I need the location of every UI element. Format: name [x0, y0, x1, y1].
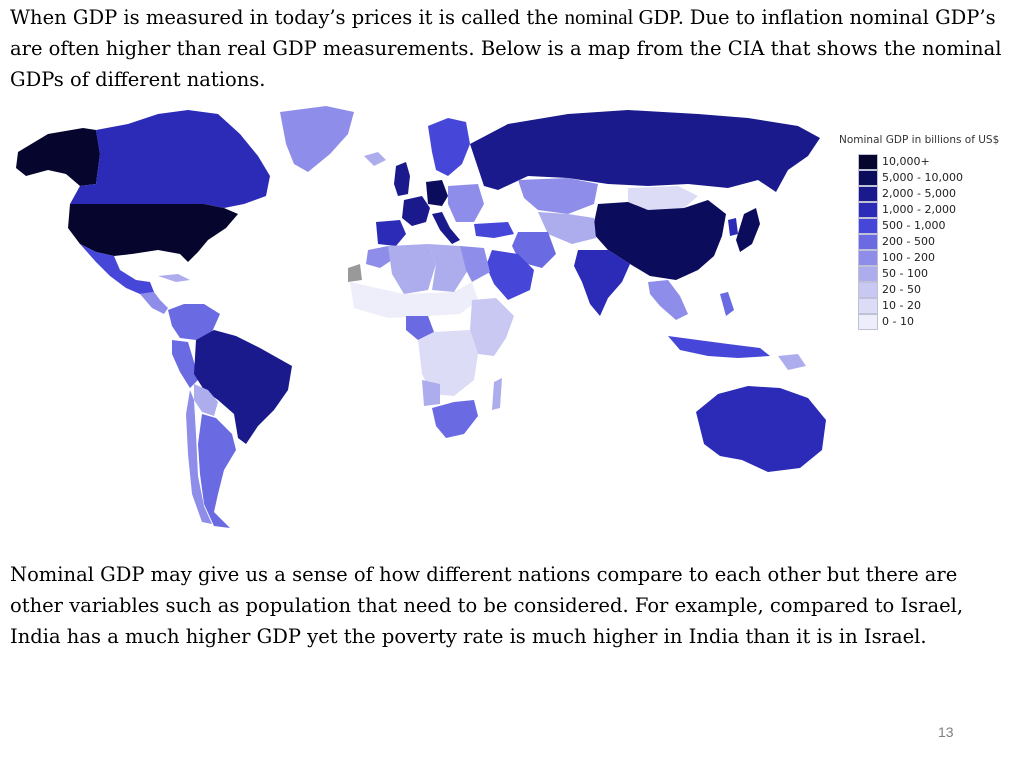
- country-greenland: [280, 106, 354, 172]
- legend-label: 5,000 - 10,000: [882, 171, 963, 184]
- legend-label: 10,000+: [882, 155, 930, 168]
- country-colombia-venezuela: [168, 304, 220, 340]
- region-southeast-asia: [648, 280, 688, 320]
- country-mexico: [80, 244, 154, 294]
- legend-swatch: [858, 282, 878, 298]
- legend-label: 0 - 10: [882, 315, 914, 328]
- legend-item: 0 - 10: [858, 314, 1018, 330]
- legend-swatch: [858, 170, 878, 186]
- country-turkey: [474, 222, 514, 238]
- legend-item: 10,000+: [858, 154, 1018, 170]
- country-peru: [172, 340, 198, 388]
- legend-swatch: [858, 218, 878, 234]
- intro-paragraph: When GDP is measured in today’s prices i…: [10, 2, 1014, 95]
- country-spain: [376, 220, 406, 246]
- legend-label: 20 - 50: [882, 283, 921, 296]
- intro-text-before: When GDP is measured in today’s prices i…: [10, 6, 565, 29]
- region-east-africa: [470, 298, 514, 356]
- legend-item: 1,000 - 2,000: [858, 202, 1018, 218]
- nominal-gdp-term: nominal GDP.: [564, 5, 684, 29]
- country-libya: [428, 244, 468, 292]
- country-alaska: [16, 128, 100, 186]
- legend-label: 50 - 100: [882, 267, 928, 280]
- legend-swatch: [858, 154, 878, 170]
- legend-label: 10 - 20: [882, 299, 921, 312]
- country-philippines: [720, 292, 734, 316]
- legend-swatch: [858, 298, 878, 314]
- country-russia: [470, 110, 820, 192]
- country-korea: [728, 218, 738, 236]
- region-central-africa: [418, 330, 478, 396]
- legend-item: 50 - 100: [858, 266, 1018, 282]
- legend-label: 2,000 - 5,000: [882, 187, 956, 200]
- country-papua-new-guinea: [778, 354, 806, 370]
- country-iceland: [364, 152, 386, 166]
- legend-item: 200 - 500: [858, 234, 1018, 250]
- country-egypt: [460, 246, 490, 282]
- country-brazil: [194, 330, 292, 444]
- country-morocco: [366, 246, 392, 268]
- intro-text-after: Due to inflation nominal GDP’s are often…: [10, 6, 1002, 91]
- country-madagascar: [492, 378, 502, 410]
- region-central-america: [140, 292, 168, 314]
- region-eastern-europe: [448, 184, 484, 222]
- country-indonesia: [668, 336, 770, 358]
- country-scandinavia: [428, 118, 470, 176]
- legend-item: 10 - 20: [858, 298, 1018, 314]
- country-italy: [432, 212, 460, 244]
- legend-swatch: [858, 202, 878, 218]
- country-mongolia: [628, 186, 698, 210]
- slide-number: 13: [938, 724, 954, 740]
- country-china: [592, 200, 726, 280]
- country-argentina: [198, 414, 236, 528]
- legend-swatch: [858, 234, 878, 250]
- country-japan: [736, 208, 760, 252]
- country-usa: [68, 204, 238, 262]
- country-chile: [186, 390, 212, 524]
- country-nigeria: [406, 316, 434, 340]
- country-saudi-arabia: [486, 250, 534, 300]
- legend-label: 200 - 500: [882, 235, 935, 248]
- legend-swatch: [858, 266, 878, 282]
- legend-item: 20 - 50: [858, 282, 1018, 298]
- country-kazakhstan: [518, 178, 598, 214]
- legend-label: 1,000 - 2,000: [882, 203, 956, 216]
- legend-swatch: [858, 186, 878, 202]
- country-germany: [426, 180, 448, 206]
- legend-item: 500 - 1,000: [858, 218, 1018, 234]
- country-angola: [422, 380, 440, 406]
- country-canada: [70, 110, 270, 208]
- map-legend: Nominal GDP in billions of US$ 10,000+ 5,…: [838, 134, 1024, 334]
- closing-paragraph: Nominal GDP may give us a sense of how d…: [10, 563, 964, 648]
- country-cuba: [158, 274, 190, 282]
- country-bolivia: [194, 384, 218, 416]
- country-uk: [394, 162, 410, 196]
- legend-item: 2,000 - 5,000: [858, 186, 1018, 202]
- legend-swatch: [858, 314, 878, 330]
- country-india: [574, 250, 630, 316]
- country-algeria: [388, 244, 436, 294]
- country-south-africa: [432, 400, 478, 438]
- country-france: [402, 196, 430, 226]
- region-sahel: [350, 282, 478, 318]
- legend-label: 100 - 200: [882, 251, 935, 264]
- world-gdp-map: [16, 106, 826, 528]
- legend-item: 100 - 200: [858, 250, 1018, 266]
- legend-swatch: [858, 250, 878, 266]
- legend-title: Nominal GDP in billions of US$: [839, 134, 1000, 146]
- region-central-asia: [538, 212, 596, 244]
- country-western-sahara: [348, 264, 362, 282]
- legend-item: 5,000 - 10,000: [858, 170, 1018, 186]
- legend-label: 500 - 1,000: [882, 219, 946, 232]
- country-australia: [696, 386, 826, 472]
